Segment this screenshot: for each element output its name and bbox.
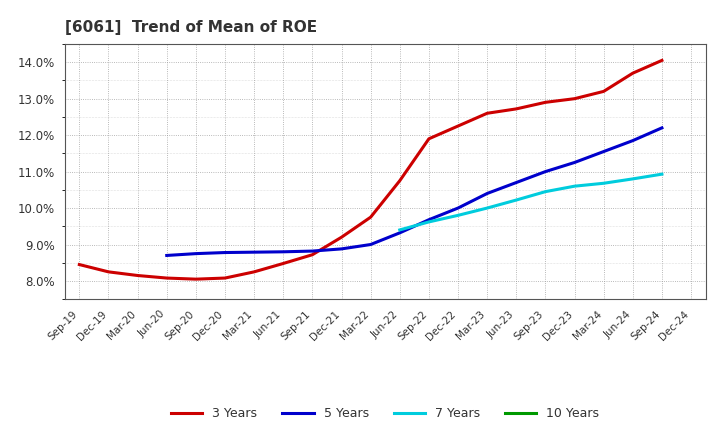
3 Years xyxy=(279,261,287,266)
5 Years xyxy=(337,246,346,252)
5 Years xyxy=(163,253,171,258)
3 Years xyxy=(541,100,550,105)
3 Years xyxy=(599,89,608,94)
5 Years xyxy=(570,160,579,165)
7 Years xyxy=(599,181,608,186)
Text: [6061]  Trend of Mean of ROE: [6061] Trend of Mean of ROE xyxy=(65,20,317,35)
5 Years xyxy=(599,149,608,154)
Line: 7 Years: 7 Years xyxy=(400,174,662,230)
3 Years xyxy=(483,110,492,116)
3 Years xyxy=(75,262,84,267)
3 Years xyxy=(657,58,666,63)
3 Years xyxy=(163,275,171,281)
3 Years xyxy=(512,106,521,111)
5 Years xyxy=(454,205,462,211)
5 Years xyxy=(366,242,375,247)
5 Years xyxy=(395,230,404,235)
7 Years xyxy=(512,198,521,203)
Line: 5 Years: 5 Years xyxy=(167,128,662,256)
3 Years xyxy=(308,252,317,257)
7 Years xyxy=(629,176,637,182)
7 Years xyxy=(657,172,666,177)
3 Years xyxy=(133,273,142,278)
7 Years xyxy=(454,213,462,218)
3 Years xyxy=(250,269,258,275)
Line: 3 Years: 3 Years xyxy=(79,60,662,279)
3 Years xyxy=(366,215,375,220)
3 Years xyxy=(104,269,113,275)
5 Years xyxy=(279,249,287,254)
3 Years xyxy=(337,235,346,240)
7 Years xyxy=(541,189,550,194)
5 Years xyxy=(629,138,637,143)
5 Years xyxy=(308,249,317,254)
7 Years xyxy=(395,227,404,233)
7 Years xyxy=(570,183,579,189)
3 Years xyxy=(425,136,433,141)
5 Years xyxy=(657,125,666,131)
5 Years xyxy=(483,191,492,196)
3 Years xyxy=(220,275,229,281)
5 Years xyxy=(220,250,229,255)
Legend: 3 Years, 5 Years, 7 Years, 10 Years: 3 Years, 5 Years, 7 Years, 10 Years xyxy=(166,403,604,425)
5 Years xyxy=(541,169,550,174)
3 Years xyxy=(570,96,579,101)
5 Years xyxy=(512,180,521,185)
7 Years xyxy=(425,219,433,224)
3 Years xyxy=(395,178,404,183)
5 Years xyxy=(250,249,258,255)
5 Years xyxy=(425,217,433,222)
3 Years xyxy=(629,70,637,76)
5 Years xyxy=(192,251,200,256)
3 Years xyxy=(454,123,462,128)
3 Years xyxy=(192,276,200,282)
7 Years xyxy=(483,205,492,211)
